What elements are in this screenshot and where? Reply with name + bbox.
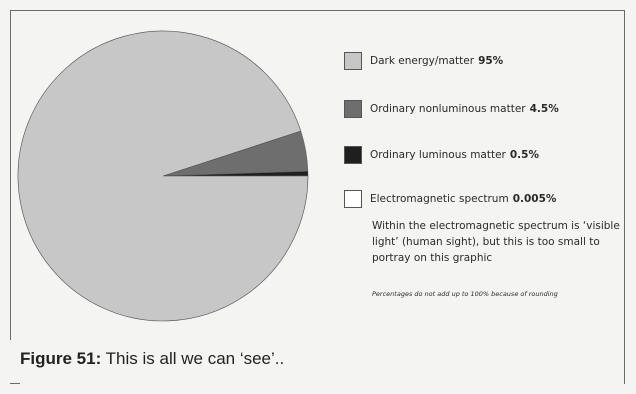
figure-caption-text: This is all we can ‘see’.. bbox=[105, 349, 285, 368]
legend-label: Dark energy/matter 95% bbox=[370, 55, 504, 67]
legend-swatch-nonluminous bbox=[344, 100, 362, 118]
chart-note: Within the electromagnetic spectrum is ‘… bbox=[372, 220, 620, 264]
figure-frame bbox=[10, 10, 625, 384]
legend-item-em-spectrum: Electromagnetic spectrum 0.005% bbox=[344, 190, 556, 208]
legend-swatch-luminous bbox=[344, 146, 362, 164]
legend-swatch-em-spectrum bbox=[344, 190, 362, 208]
legend-item-dark-energy: Dark energy/matter 95% bbox=[344, 52, 503, 70]
legend-value: 95% bbox=[478, 55, 504, 67]
legend-item-nonluminous: Ordinary nonluminous matter 4.5% bbox=[344, 100, 559, 118]
legend-swatch-dark-energy bbox=[344, 52, 362, 70]
legend-value: 0.005% bbox=[512, 193, 557, 205]
pie-slice-dark-energy-matter bbox=[17, 30, 309, 322]
legend-label: Ordinary luminous matter 0.5% bbox=[370, 149, 539, 161]
frame-left-rule bbox=[10, 10, 11, 340]
frame-bottom-rule bbox=[10, 383, 20, 384]
legend-label: Ordinary nonluminous matter 4.5% bbox=[370, 103, 559, 115]
legend-value: 0.5% bbox=[509, 149, 539, 161]
figure-caption-label: Figure 51: bbox=[20, 349, 102, 368]
legend-item-luminous: Ordinary luminous matter 0.5% bbox=[344, 146, 539, 164]
legend-value: 4.5% bbox=[529, 103, 559, 115]
legend-label: Electromagnetic spectrum 0.005% bbox=[370, 193, 557, 205]
figure-caption: Figure 51: This is all we can ‘see’.. bbox=[20, 349, 284, 369]
chart-footnote: Percentages do not add up to 100% becaus… bbox=[372, 290, 558, 298]
